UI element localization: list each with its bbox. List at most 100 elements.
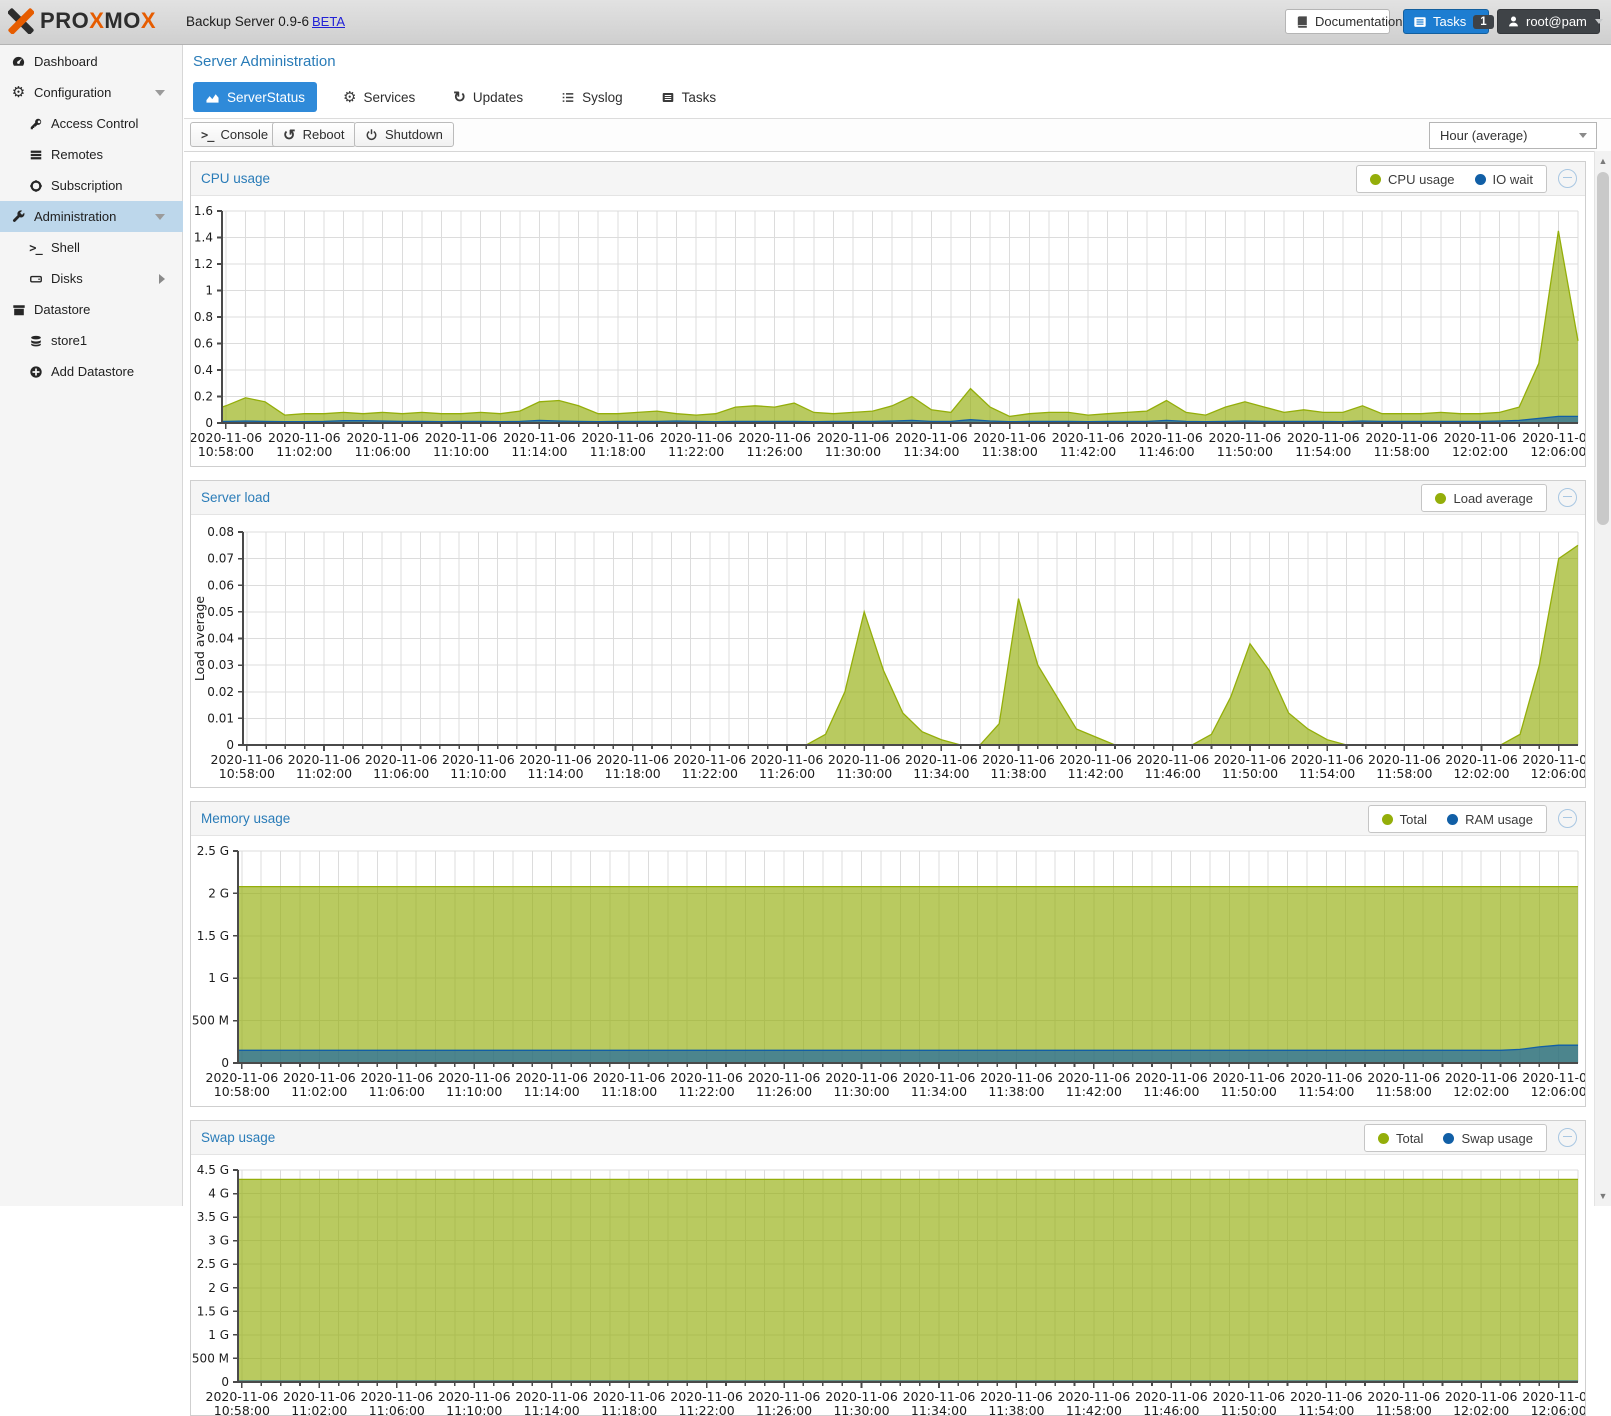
wrench-icon (10, 209, 27, 224)
svg-text:11:14:00: 11:14:00 (524, 1403, 580, 1415)
svg-text:0.4: 0.4 (194, 363, 213, 377)
panel-memory-usage: Memory usage Total RAM usage 0 500 M 1 G 1.5 G… (190, 801, 1586, 1107)
svg-text:11:46:00: 11:46:00 (1138, 444, 1194, 459)
tab-updates[interactable]: ↻ Updates (441, 82, 535, 112)
collapse-panel-button[interactable] (1558, 488, 1577, 507)
shutdown-button[interactable]: Shutdown (354, 122, 454, 147)
scrollbar-thumb[interactable] (1597, 172, 1609, 525)
legend-item-io-wait[interactable]: IO wait (1474, 171, 1533, 187)
tab-syslog[interactable]: Syslog (549, 82, 635, 112)
svg-text:2020-11-06: 2020-11-06 (442, 752, 515, 767)
legend-item-load-average[interactable]: Load average (1435, 491, 1533, 506)
collapse-panel-button[interactable] (1558, 809, 1577, 828)
sidebar-item-disks[interactable]: Disks (0, 263, 183, 294)
svg-text:2020-11-06: 2020-11-06 (674, 752, 747, 767)
svg-text:0.07: 0.07 (207, 552, 234, 566)
svg-text:1.6: 1.6 (194, 204, 213, 218)
legend-item-cpu-usage[interactable]: CPU usage (1370, 172, 1455, 187)
svg-text:2.5 G: 2.5 G (197, 1257, 229, 1271)
svg-text:2020-11-06: 2020-11-06 (980, 1070, 1053, 1085)
documentation-button[interactable]: Documentation (1285, 9, 1402, 34)
svg-text:12:02:00: 12:02:00 (1453, 766, 1509, 781)
sidebar-item-add-datastore[interactable]: Add Datastore (0, 356, 183, 387)
tab-label: Syslog (582, 89, 623, 105)
svg-text:2020-11-06: 2020-11-06 (903, 1070, 976, 1085)
panel-title: CPU usage (201, 171, 271, 186)
vertical-scrollbar[interactable]: ▲ ▼ (1594, 151, 1611, 1206)
sidebar-item-datastore[interactable]: Datastore (0, 294, 183, 325)
sidebar-item-remotes[interactable]: Remotes (0, 139, 183, 170)
chevron-right-icon[interactable] (159, 273, 165, 284)
svg-text:12:06:00: 12:06:00 (1531, 1084, 1585, 1099)
svg-text:11:38:00: 11:38:00 (988, 1084, 1044, 1099)
beta-link[interactable]: BETA (312, 14, 345, 29)
svg-text:10:58:00: 10:58:00 (214, 1084, 270, 1099)
console-button[interactable]: >_ Console (190, 122, 280, 147)
legend-item-total[interactable]: Total (1377, 1131, 1423, 1146)
panel-header: Server load Load average (191, 481, 1585, 515)
tab-serverstatus[interactable]: ServerStatus (193, 82, 318, 112)
scroll-down-arrow[interactable]: ▼ (1598, 1191, 1608, 1201)
legend-item-swap-usage[interactable]: Swap usage (1443, 1131, 1533, 1146)
svg-text:11:10:00: 11:10:00 (446, 1403, 502, 1415)
tab-services[interactable]: ⚙ Services (331, 82, 427, 112)
reboot-button[interactable]: ↺ Reboot (272, 122, 356, 147)
svg-text:11:22:00: 11:22:00 (682, 766, 738, 781)
time-range-select[interactable]: Hour (average) (1429, 122, 1597, 149)
svg-text:11:26:00: 11:26:00 (759, 766, 815, 781)
sidebar-item-store1[interactable]: store1 (0, 325, 183, 356)
svg-text:2020-11-06: 2020-11-06 (1137, 752, 1210, 767)
svg-text:1 G: 1 G (208, 971, 229, 985)
svg-text:11:58:00: 11:58:00 (1376, 1403, 1432, 1415)
svg-text:11:50:00: 11:50:00 (1221, 1403, 1277, 1415)
svg-text:11:26:00: 11:26:00 (756, 1084, 812, 1099)
sidebar-item-access-control[interactable]: Access Control (0, 108, 183, 139)
svg-text:11:06:00: 11:06:00 (373, 766, 429, 781)
panel-title: Swap usage (201, 1130, 276, 1145)
chevron-down-icon[interactable] (155, 89, 165, 96)
legend-item-ram-usage[interactable]: RAM usage (1447, 812, 1533, 827)
tab-tasks[interactable]: Tasks (649, 82, 729, 112)
svg-text:0.06: 0.06 (207, 578, 234, 592)
svg-text:11:42:00: 11:42:00 (1066, 1084, 1122, 1099)
tasks-button[interactable]: Tasks 1 (1403, 9, 1494, 34)
chevron-down-icon[interactable] (155, 213, 165, 220)
svg-text:10:58:00: 10:58:00 (214, 1403, 270, 1415)
svg-text:11:34:00: 11:34:00 (903, 444, 959, 459)
svg-text:11:58:00: 11:58:00 (1376, 1084, 1432, 1099)
swap-usage-chart: 0 500 M 1 G 1.5 G 2 G 2.5 G 3 G 3.5 G 4 G 4.5 G 20… (192, 1163, 1585, 1415)
svg-text:1.5 G: 1.5 G (197, 929, 229, 943)
tab-label: Updates (472, 89, 524, 105)
svg-text:11:34:00: 11:34:00 (911, 1084, 967, 1099)
collapse-panel-button[interactable] (1558, 1128, 1577, 1147)
svg-text:10:58:00: 10:58:00 (198, 444, 254, 459)
svg-text:11:06:00: 11:06:00 (369, 1084, 425, 1099)
server-load-chart: 0 0.01 0.02 0.03 0.04 0.05 0.06 0.07 0.08 2020-11… (192, 525, 1585, 781)
svg-text:2020-11-06: 2020-11-06 (425, 430, 498, 445)
sidebar-item-dashboard[interactable]: Dashboard (0, 46, 183, 77)
sidebar-item-configuration[interactable]: ⚙ Configuration (0, 77, 183, 108)
svg-text:11:42:00: 11:42:00 (1066, 1403, 1122, 1415)
panel-title: Server load (201, 490, 271, 505)
sidebar-item-shell[interactable]: >_ Shell (0, 232, 183, 263)
svg-text:2020-11-06: 2020-11-06 (1522, 1389, 1585, 1404)
svg-text:2020-11-06: 2020-11-06 (283, 1389, 356, 1404)
user-menu-button[interactable]: root@pam (1497, 9, 1603, 34)
panel-header: Swap usage Total Swap usage (191, 1121, 1585, 1155)
svg-text:1.2: 1.2 (194, 257, 213, 271)
svg-text:11:30:00: 11:30:00 (825, 444, 881, 459)
svg-text:2020-11-06: 2020-11-06 (438, 1389, 511, 1404)
sidebar-item-administration[interactable]: Administration (0, 201, 183, 232)
svg-text:11:18:00: 11:18:00 (601, 1403, 657, 1415)
scroll-up-arrow[interactable]: ▲ (1598, 156, 1608, 166)
svg-text:3 G: 3 G (208, 1234, 229, 1248)
legend-label: IO wait (1492, 171, 1533, 187)
sidebar-item-subscription[interactable]: Subscription (0, 170, 183, 201)
svg-text:2020-11-06: 2020-11-06 (1290, 1389, 1363, 1404)
sidebar-item-label: Shell (51, 240, 80, 255)
svg-text:11:18:00: 11:18:00 (601, 1084, 657, 1099)
svg-text:11:02:00: 11:02:00 (296, 766, 352, 781)
collapse-panel-button[interactable] (1558, 169, 1577, 188)
legend-item-total[interactable]: Total (1381, 812, 1427, 827)
